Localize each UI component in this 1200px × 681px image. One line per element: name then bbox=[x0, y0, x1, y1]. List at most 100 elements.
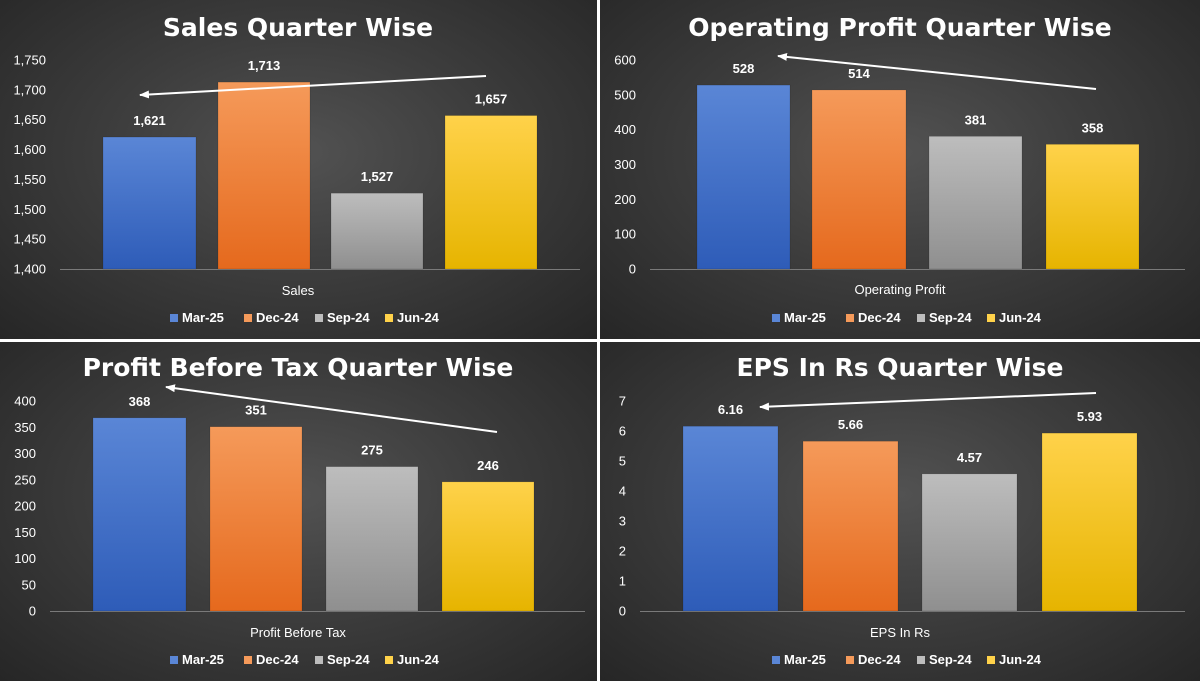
chart-title: EPS In Rs Quarter Wise bbox=[737, 353, 1064, 382]
legend-swatch-jun-24 bbox=[987, 314, 995, 322]
data-label-dec-24: 5.66 bbox=[838, 417, 863, 432]
y-tick-label: 0 bbox=[619, 604, 626, 619]
legend-label-jun-24: Jun-24 bbox=[397, 310, 440, 325]
y-tick-label: 4 bbox=[619, 484, 626, 499]
bar-dec-24 bbox=[802, 440, 899, 612]
legend-label-mar-25: Mar-25 bbox=[784, 652, 826, 667]
category-label: Sales bbox=[282, 283, 315, 298]
legend-label-mar-25: Mar-25 bbox=[182, 310, 224, 325]
profit-before-tax-chart: Profit Before Tax Quarter Wise 0 50 100 150 2… bbox=[14, 353, 585, 667]
data-label-dec-24: 514 bbox=[848, 66, 870, 81]
y-tick-label: 2 bbox=[619, 544, 626, 559]
legend-label-sep-24: Sep-24 bbox=[327, 310, 370, 325]
category-label: Profit Before Tax bbox=[250, 625, 346, 640]
y-tick-label: 350 bbox=[14, 420, 36, 435]
trend-arrow bbox=[759, 392, 1097, 411]
trend-arrow bbox=[165, 384, 498, 433]
legend-swatch-dec-24 bbox=[244, 656, 252, 664]
chart-title: Profit Before Tax Quarter Wise bbox=[83, 353, 514, 382]
profit-before-tax-chart-panel: Profit Before Tax Quarter Wise 0 50 100 150 2… bbox=[0, 342, 597, 681]
chart-title: Sales Quarter Wise bbox=[163, 13, 433, 42]
legend-label-mar-25: Mar-25 bbox=[182, 652, 224, 667]
bar-mar-25 bbox=[696, 84, 791, 270]
y-tick-label: 0 bbox=[29, 604, 36, 619]
y-tick-label: 1,500 bbox=[13, 202, 46, 217]
legend-swatch-sep-24 bbox=[917, 314, 925, 322]
eps-chart-panel: EPS In Rs Quarter Wise 0 1 2 3 4 5 6 7 6.16 5.66 4.… bbox=[600, 342, 1200, 681]
legend-swatch-sep-24 bbox=[315, 656, 323, 664]
legend-swatch-dec-24 bbox=[244, 314, 252, 322]
y-tick-label: 7 bbox=[619, 394, 626, 409]
bar-sep-24 bbox=[921, 473, 1018, 612]
legend-label-mar-25: Mar-25 bbox=[784, 310, 826, 325]
y-tick-label: 250 bbox=[14, 472, 36, 487]
y-tick-label: 300 bbox=[614, 157, 636, 172]
legend-swatch-jun-24 bbox=[987, 656, 995, 664]
y-tick-label: 3 bbox=[619, 514, 626, 529]
legend-label-sep-24: Sep-24 bbox=[929, 310, 972, 325]
legend-label-dec-24: Dec-24 bbox=[858, 652, 901, 667]
legend-swatch-jun-24 bbox=[385, 656, 393, 664]
y-tick-label: 100 bbox=[14, 551, 36, 566]
legend-swatch-mar-25 bbox=[772, 656, 780, 664]
data-label-jun-24: 1,657 bbox=[475, 92, 508, 107]
y-tick-label: 600 bbox=[614, 53, 636, 68]
chart-title: Operating Profit Quarter Wise bbox=[688, 13, 1111, 42]
operating-profit-chart-panel: Operating Profit Quarter Wise 0 100 200 300 4… bbox=[600, 0, 1200, 339]
y-tick-label: 1,600 bbox=[13, 142, 46, 157]
data-label-mar-25: 1,621 bbox=[133, 113, 166, 128]
legend-label-sep-24: Sep-24 bbox=[327, 652, 370, 667]
legend-label-dec-24: Dec-24 bbox=[256, 310, 299, 325]
legend-swatch-sep-24 bbox=[315, 314, 323, 322]
y-tick-label: 500 bbox=[614, 87, 636, 102]
legend-swatch-mar-25 bbox=[170, 314, 178, 322]
data-label-jun-24: 5.93 bbox=[1077, 409, 1102, 424]
legend-swatch-mar-25 bbox=[772, 314, 780, 322]
bar-mar-25 bbox=[682, 425, 779, 612]
data-label-mar-25: 528 bbox=[733, 61, 755, 76]
bar-dec-24 bbox=[209, 426, 303, 612]
y-tick-label: 300 bbox=[14, 446, 36, 461]
y-tick-label: 1,700 bbox=[13, 82, 46, 97]
data-label-dec-24: 1,713 bbox=[248, 58, 281, 73]
legend-label-dec-24: Dec-24 bbox=[256, 652, 299, 667]
y-tick-label: 1,450 bbox=[13, 232, 46, 247]
legend-label-jun-24: Jun-24 bbox=[397, 652, 440, 667]
bar-jun-24 bbox=[441, 481, 535, 612]
data-label-mar-25: 368 bbox=[129, 394, 151, 409]
y-tick-label: 200 bbox=[14, 499, 36, 514]
trend-arrow bbox=[777, 52, 1097, 90]
bar-mar-25 bbox=[92, 417, 187, 612]
bar-sep-24 bbox=[928, 136, 1023, 270]
sales-chart: Sales Quarter Wise 1,400 1,450 1,500 1,550 1,… bbox=[13, 13, 580, 325]
legend-label-jun-24: Jun-24 bbox=[999, 310, 1042, 325]
y-tick-label: 1,650 bbox=[13, 112, 46, 127]
y-tick-label: 400 bbox=[14, 394, 36, 409]
bar-jun-24 bbox=[1041, 432, 1138, 612]
legend-swatch-dec-24 bbox=[846, 656, 854, 664]
legend-label-jun-24: Jun-24 bbox=[999, 652, 1042, 667]
sales-chart-panel: Sales Quarter Wise 1,400 1,450 1,500 1,550 1,… bbox=[0, 0, 597, 339]
y-tick-label: 6 bbox=[619, 424, 626, 439]
data-label-sep-24: 4.57 bbox=[957, 450, 982, 465]
y-tick-label: 5 bbox=[619, 454, 626, 469]
legend-swatch-sep-24 bbox=[917, 656, 925, 664]
trend-arrow bbox=[139, 75, 487, 99]
bar-jun-24 bbox=[1045, 144, 1140, 270]
data-label-sep-24: 275 bbox=[361, 443, 383, 458]
bar-sep-24 bbox=[325, 466, 419, 612]
y-tick-label: 50 bbox=[22, 577, 36, 592]
y-tick-label: 1,750 bbox=[13, 53, 46, 68]
bar-mar-25 bbox=[102, 136, 197, 270]
data-label-jun-24: 358 bbox=[1082, 120, 1104, 135]
bar-dec-24 bbox=[217, 81, 311, 270]
data-label-sep-24: 381 bbox=[965, 112, 987, 127]
operating-profit-chart: Operating Profit Quarter Wise 0 100 200 300 4… bbox=[614, 13, 1185, 325]
data-label-sep-24: 1,527 bbox=[361, 169, 394, 184]
legend-label-sep-24: Sep-24 bbox=[929, 652, 972, 667]
bar-dec-24 bbox=[811, 89, 907, 270]
y-tick-label: 0 bbox=[629, 262, 636, 277]
y-tick-label: 400 bbox=[614, 122, 636, 137]
legend-swatch-dec-24 bbox=[846, 314, 854, 322]
